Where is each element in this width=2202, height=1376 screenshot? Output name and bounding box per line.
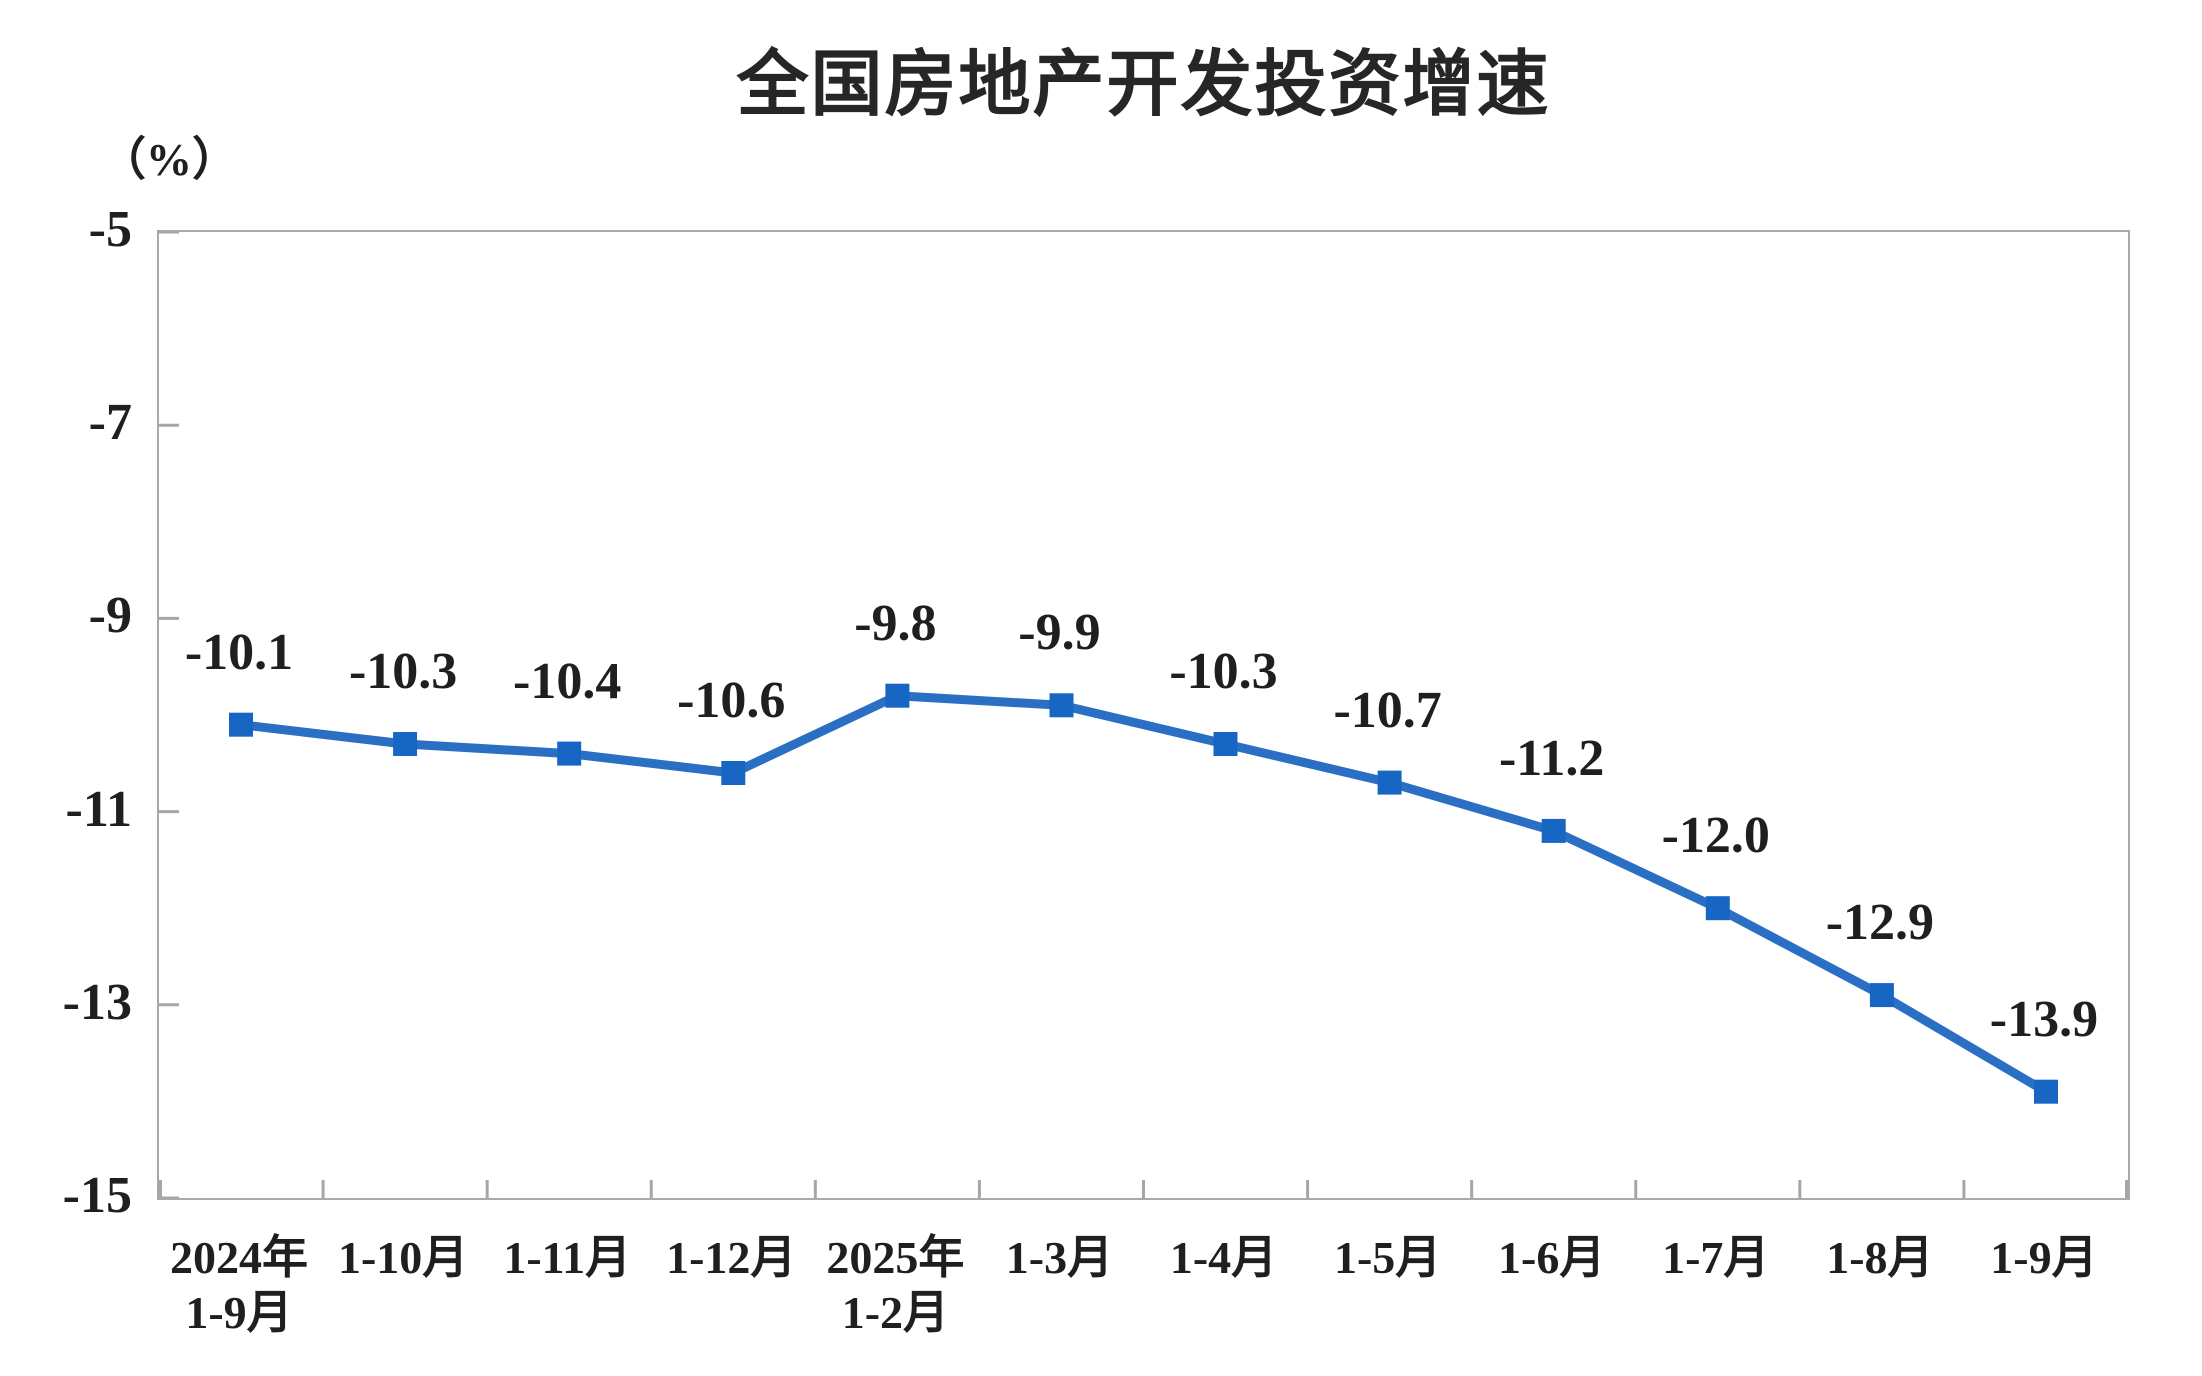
data-point-marker: [1049, 693, 1074, 718]
data-point-marker: [1869, 983, 1894, 1008]
x-axis-tick-label-line: 1-9月: [1990, 1232, 2098, 1283]
data-point-marker: [1705, 896, 1730, 921]
x-axis-tick-label-line: 2025年: [826, 1232, 965, 1283]
x-axis-tick-label: 1-3月: [1006, 1230, 1113, 1285]
series-line: [236, 691, 2051, 1097]
y-axis-tick-label: -7: [88, 394, 132, 452]
data-point-marker: [1377, 770, 1402, 795]
x-axis-tick-label: 1-12月: [666, 1230, 796, 1285]
x-axis-tick-label: 1-7月: [1662, 1230, 1769, 1285]
y-axis-tick-label: -15: [62, 1167, 132, 1224]
x-axis-tick-label-line: 1-4月: [1169, 1232, 1278, 1283]
x-axis-tick-label: 1-5月: [1334, 1230, 1441, 1285]
x-axis-tick-label: 1-11月: [503, 1230, 631, 1285]
x-axis-tick-label-line: 1-5月: [1333, 1232, 1442, 1283]
x-axis-tick-label: 1-9月: [1990, 1230, 2097, 1285]
x-axis-tick-label: 2025年 1-2月: [826, 1230, 964, 1340]
x-axis-tick-label-line: 1-2月: [841, 1287, 950, 1338]
x-axis-tick-label-line: 1-9月: [185, 1287, 293, 1338]
x-axis-tick-label-line: 1-7月: [1662, 1232, 1770, 1283]
x-axis-tick-label: 1-4月: [1170, 1230, 1277, 1285]
y-axis-tick-label: -13: [62, 973, 132, 1031]
x-axis-tick-label-line: 1-11月: [503, 1232, 632, 1283]
line-series-svg: [159, 232, 2128, 1198]
data-point-marker: [393, 732, 418, 756]
y-axis-unit-label: （%）: [100, 134, 238, 185]
x-axis-tick-label-line: 1-6月: [1498, 1232, 1606, 1283]
chart-title: 全国房地产开发投资增速: [736, 45, 1551, 125]
data-point-marker: [1541, 818, 1566, 843]
data-point-marker: [885, 683, 910, 708]
x-axis-tick-label: 1-6月: [1498, 1230, 1605, 1285]
y-axis-tick-label: -9: [88, 587, 132, 645]
data-point-marker: [557, 741, 582, 766]
plot-area: [157, 230, 2130, 1200]
x-axis-tick-label-line: 1-3月: [1005, 1232, 1114, 1283]
x-axis-tick-label-line: 1-10月: [337, 1232, 469, 1283]
x-axis-tick-label-line: 1-12月: [666, 1232, 797, 1283]
data-point-marker: [1213, 732, 1238, 756]
x-axis-tick-label: 2024年 1-9月: [170, 1230, 308, 1340]
y-axis-tick-label: -11: [65, 780, 132, 838]
x-axis-tick-label-line: 1-8月: [1826, 1232, 1934, 1283]
x-axis-tick-label: 1-10月: [338, 1230, 468, 1285]
x-axis-tick-label-line: 2024年: [170, 1232, 309, 1283]
data-point-marker: [721, 761, 746, 785]
y-axis-tick-label: -5: [88, 201, 132, 258]
data-point-marker: [229, 712, 253, 737]
x-axis-tick-label: 1-8月: [1826, 1230, 1933, 1285]
data-point-marker: [2034, 1079, 2058, 1104]
